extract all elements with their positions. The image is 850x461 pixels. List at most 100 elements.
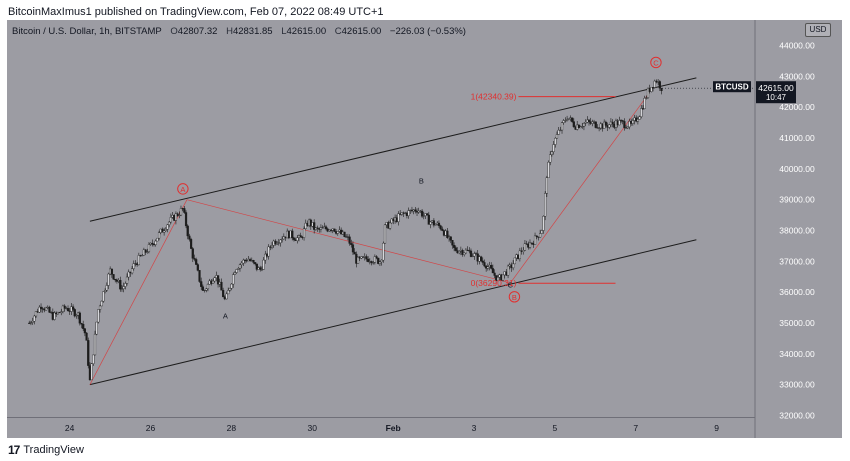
candle-body: [222, 289, 225, 298]
candle-body: [73, 309, 76, 317]
x-tick-label: 9: [714, 423, 719, 433]
chart-area[interactable]: [7, 20, 842, 438]
candle-body: [260, 269, 264, 271]
candle-body: [189, 239, 193, 249]
symbol-tag-label: BTCUSD: [715, 83, 749, 92]
candle-body: [100, 300, 103, 307]
currency-button[interactable]: USD: [805, 23, 831, 37]
candle-body: [623, 121, 626, 128]
candle-body: [235, 269, 238, 273]
candle-body: [501, 274, 505, 281]
candle-body: [545, 177, 548, 194]
candle-body: [144, 249, 147, 253]
candle-body: [486, 266, 489, 269]
candle-body: [29, 322, 33, 324]
candle-body: [264, 253, 267, 261]
low-label: L: [281, 26, 287, 37]
price-tag-countdown: 10:47: [766, 93, 787, 102]
candle-body: [370, 261, 373, 264]
candle-body: [168, 221, 171, 226]
candle-body: [184, 212, 188, 227]
candle-body: [83, 328, 86, 334]
candle-body: [274, 240, 277, 245]
y-tick-label: 38000.00: [779, 226, 815, 236]
candle-body: [587, 119, 591, 122]
candle-body: [449, 236, 452, 241]
fib-level-label: 1(42340.39): [471, 92, 517, 102]
candle-body: [432, 220, 435, 226]
candle-body: [151, 242, 154, 245]
high-value: 42831.85: [232, 26, 273, 37]
candle-body: [522, 250, 525, 252]
candle-body: [348, 236, 351, 244]
candle-body: [31, 321, 34, 323]
candle-body: [539, 233, 542, 238]
symbol-tag-bg: [713, 81, 751, 93]
x-tick-label: 30: [308, 423, 318, 433]
candle-body: [254, 262, 257, 265]
candle-body: [302, 228, 306, 238]
candle-body: [122, 286, 125, 289]
y-tick-label: 43000.00: [779, 71, 815, 81]
candle-body: [626, 126, 629, 129]
price-tag-bg: [756, 81, 796, 104]
candle-body: [350, 243, 353, 245]
candle-body: [299, 235, 302, 238]
price-tag-value: 42615.00: [758, 83, 794, 93]
wave-label-circle: [177, 183, 189, 195]
candle-body: [645, 97, 648, 99]
candle-body: [267, 246, 270, 257]
candle-body: [220, 281, 223, 291]
candle-body: [216, 275, 220, 285]
candle-body: [375, 256, 378, 259]
candle-body: [166, 224, 169, 230]
candle-body: [414, 209, 417, 212]
candle-body: [56, 312, 60, 315]
candle-body: [555, 134, 559, 139]
candle-body: [198, 270, 201, 282]
candle-body: [598, 127, 601, 129]
candle-body: [571, 117, 574, 122]
open-label: O: [170, 26, 178, 37]
candle-body: [270, 245, 274, 248]
candle-body: [437, 222, 441, 226]
candle-body: [125, 276, 129, 284]
candle-body: [638, 116, 641, 120]
candle-body: [213, 277, 216, 282]
candle-body: [132, 263, 135, 269]
candle-body: [333, 228, 336, 232]
candle-body: [179, 208, 183, 216]
candle-body: [378, 261, 382, 264]
candle-body: [434, 224, 437, 226]
x-tick-label: 28: [227, 423, 237, 433]
candle-body: [544, 193, 547, 217]
candle-body: [554, 137, 557, 145]
open-value: 42807.32: [177, 26, 218, 37]
candle-body: [228, 288, 231, 291]
candle-body: [178, 214, 181, 216]
candle-body: [279, 239, 282, 244]
candle-body: [559, 129, 562, 131]
candle-body: [621, 120, 624, 122]
candle-body: [420, 210, 424, 217]
candle-body: [304, 222, 307, 229]
candle-body: [169, 217, 172, 223]
candle-body: [34, 311, 38, 317]
wave-label: C: [508, 280, 514, 289]
candle-body: [618, 120, 621, 126]
candle-body: [422, 215, 425, 217]
candle-body: [230, 283, 233, 289]
candle-body: [388, 222, 392, 229]
candle-body: [188, 235, 191, 240]
symbol-legend: Bitcoin / U.S. Dollar, 1h, BITSTAMP O428…: [12, 26, 466, 37]
candle-body: [343, 231, 346, 237]
candle-body: [353, 251, 356, 255]
candle-body: [540, 230, 543, 234]
candle-body: [562, 120, 565, 123]
candle-body: [471, 255, 474, 257]
candle-body: [591, 121, 594, 124]
candle-body: [324, 226, 328, 230]
candle-body: [211, 280, 215, 284]
candle-body: [367, 258, 370, 262]
